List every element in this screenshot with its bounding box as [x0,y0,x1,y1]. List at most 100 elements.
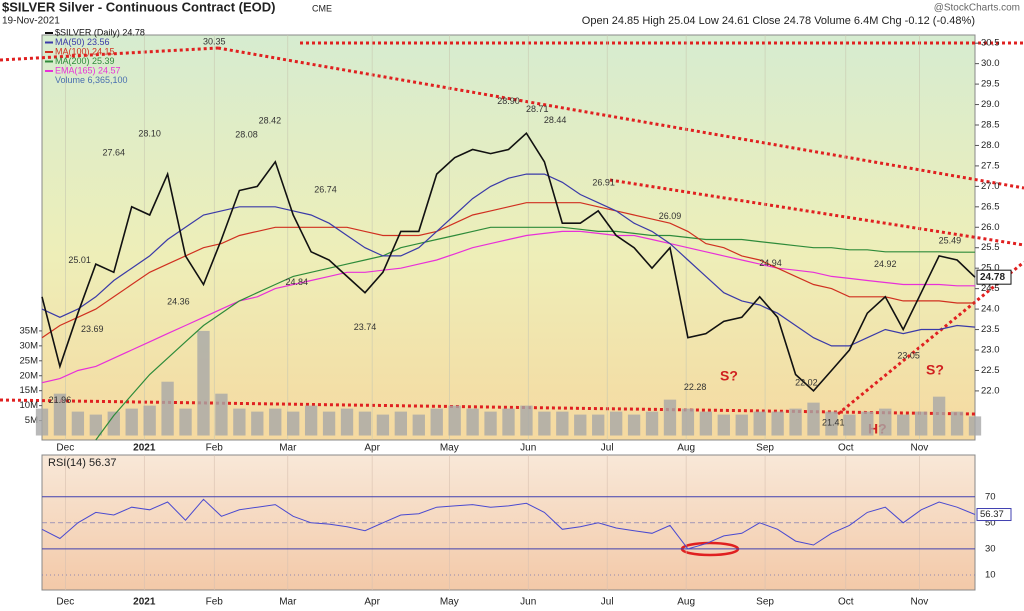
x-tick-label: 2021 [133,597,156,608]
y-tick-label: 24.0 [981,304,1000,315]
volume-tick-label: 30M [20,340,39,351]
volume-bar [179,408,192,436]
volume-bar [89,414,102,436]
volume-bar [340,408,354,436]
y-tick-label: 26.0 [981,222,1000,233]
watermark: @StockCharts.com [934,3,1020,14]
volume-bar [502,408,515,436]
annotation: 26.91 [592,177,615,187]
volume-bar [771,411,784,436]
volume-bar [861,411,874,436]
volume-bar [538,411,551,436]
x-tick-label: Mar [279,443,297,454]
y-tick-label: 29.0 [981,99,1000,110]
x-tick-label: 2021 [133,443,156,454]
annotation: 21.41 [822,417,845,427]
annotation: 28.42 [259,116,282,126]
y-tick-label: 23.0 [981,345,1000,356]
annotation: 28.08 [235,130,258,140]
rsi-tick-label: 30 [985,543,996,554]
annotation: 22.02 [795,377,818,387]
volume-bar [376,414,390,436]
exchange: CME [312,3,332,13]
y-tick-label: 25.5 [981,242,1000,253]
annotation: 23.69 [81,324,104,334]
x-tick-label: Mar [279,597,297,608]
volume-bar [681,408,695,436]
legend-label: $SILVER (Daily) 24.78 [55,27,145,37]
rsi-line [41,498,976,550]
volume-bar [520,405,533,436]
volume-bar [484,411,497,436]
annotation: 30.35 [203,37,226,47]
y-tick-label: 22.0 [981,385,1000,396]
price-line [41,131,976,393]
volume-bar [394,411,408,436]
volume-bar [556,411,569,436]
volume-bar [950,411,964,436]
y-tick-label: 26.5 [981,201,1000,212]
volume-bar [627,414,641,436]
volume-bar [197,330,210,436]
volume-bar [968,416,982,436]
x-tick-label: May [440,597,459,608]
x-tick-label: Dec [56,443,74,454]
quote: Open 24.85 High 25.04 Low 24.61 Close 24… [582,15,975,27]
annotation: 24.92 [874,259,897,269]
volume-bar [125,408,138,436]
x-tick-label: Jun [520,443,536,454]
legend-label: EMA(165) 24.57 [55,65,121,75]
annotation: 28.90 [497,96,520,106]
volume-bar [789,408,802,436]
annotation: 24.94 [759,258,782,268]
volume-bar [466,408,479,436]
last-price-box [976,269,1012,285]
rsi-last-box [976,508,1012,522]
x-tick-label: Apr [364,597,380,608]
legend-label: MA(50) 23.56 [55,37,110,47]
volume-bar [574,414,587,436]
rsi-last-label: 56.37 [980,509,1004,520]
date: 19-Nov-2021 [2,16,60,27]
rsi-tick-label: 10 [985,570,996,581]
legend-label: MA(100) 24.15 [55,46,115,56]
rsi-tick-label: 70 [985,491,996,502]
x-tick-label: May [440,443,459,454]
volume-bar [107,411,120,436]
volume-bar [735,414,748,436]
volume-bar [807,402,820,436]
volume-bar [932,396,946,436]
volume-bar [645,411,659,436]
x-tick-label: Aug [677,597,695,608]
volume-bar [592,414,605,436]
last-price-label: 24.78 [980,272,1005,283]
x-tick-label: Sep [756,597,774,608]
annotation: 21.96 [49,395,72,405]
volume-bar [269,408,282,436]
volume-bar [843,414,856,436]
volume-bar [35,408,49,436]
y-tick-label: 30.5 [981,38,1000,49]
volume-bar [663,399,677,436]
volume-bar [430,408,443,436]
ma-line [41,202,975,339]
ma-line [41,173,976,347]
pattern-label: S? [720,368,738,384]
x-tick-label: Sep [756,443,774,454]
x-tick-label: Oct [838,443,854,454]
pattern-label: S? [926,362,944,378]
y-tick-label: 29.5 [981,79,1000,90]
y-tick-label: 23.5 [981,324,1000,335]
volume-bar [161,381,174,436]
x-tick-label: Oct [838,597,854,608]
x-tick-label: Jul [601,597,614,608]
legend-label: MA(200) 25.39 [55,56,115,66]
annotation: 25.49 [939,236,962,246]
volume-bar [233,408,246,436]
volume-bar [717,414,730,436]
x-tick-label: Nov [910,597,928,608]
volume-bar [897,414,910,436]
volume-tick-label: 20M [20,370,39,381]
volume-bar [71,411,85,436]
volume-bar [915,411,928,436]
